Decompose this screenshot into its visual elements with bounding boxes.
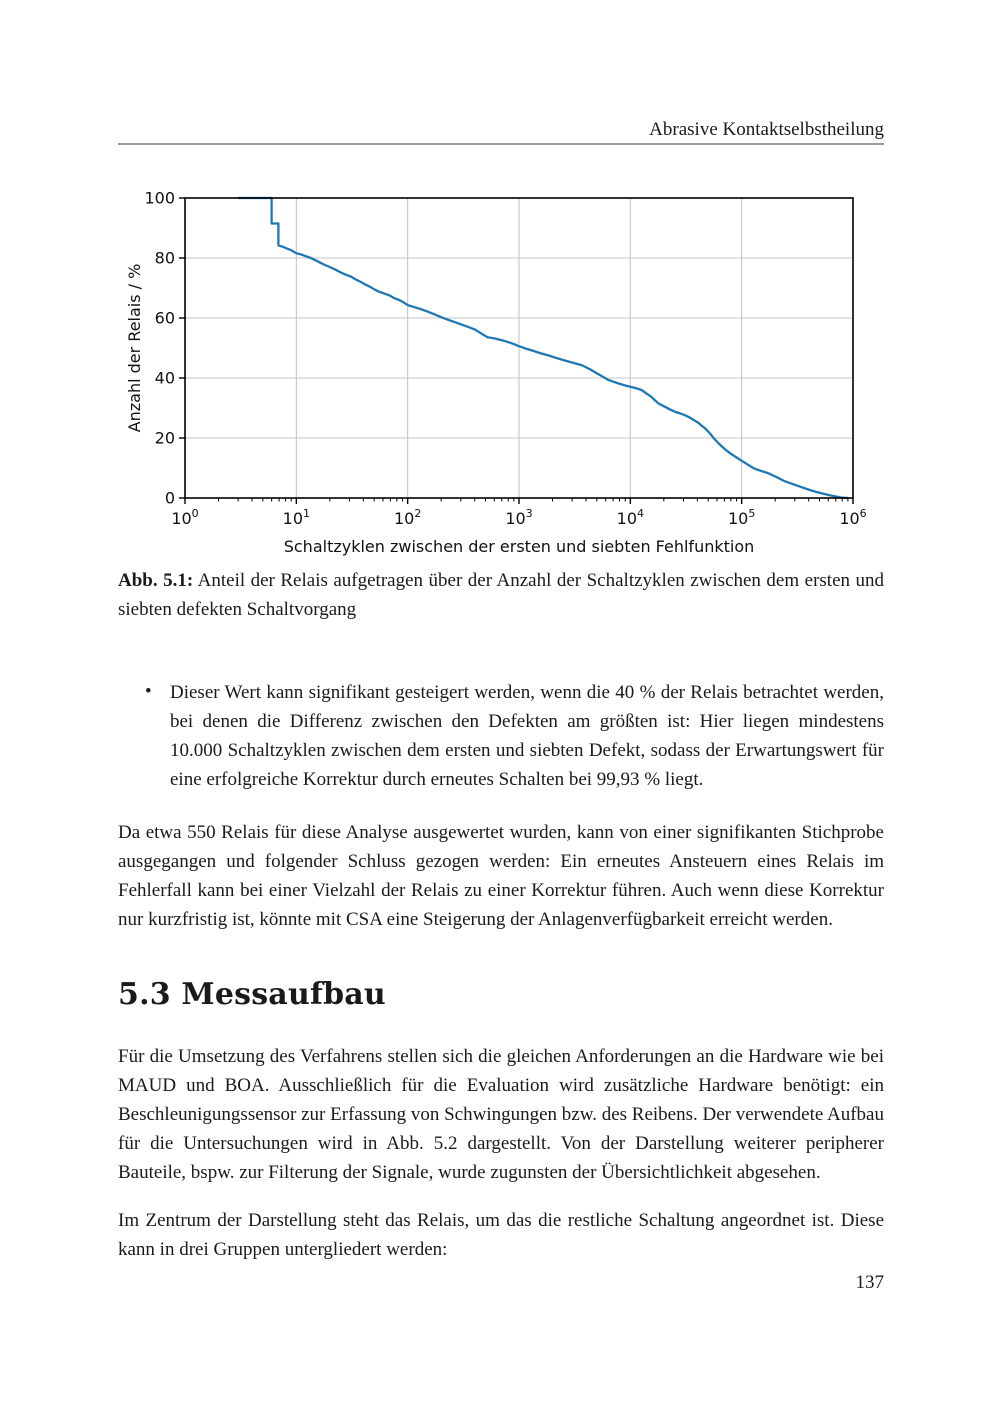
x-tick-label: 106 [839,507,866,528]
x-tick-label: 103 [505,507,532,528]
page-number: 137 [855,1272,885,1293]
data-line [238,196,848,500]
y-tick-label: 20 [155,429,175,448]
x-tick-label: 102 [394,507,421,528]
figure-caption-text: Anteil der Relais aufgetragen über der A… [118,570,885,620]
y-tick-label: 40 [155,369,175,388]
header-rule [118,143,884,145]
y-tick-label: 60 [155,309,175,328]
x-axis-label: Schaltzyklen zwischen der ersten und sie… [284,537,755,556]
x-tick-label: 100 [171,507,198,528]
paragraph: Für die Umsetzung des Verfahrens stellen… [118,1046,884,1183]
bullet-icon: • [145,681,152,702]
list-item-text: Dieser Wert kann signifikant gesteigert … [170,682,884,790]
x-tick-label: 101 [283,507,310,528]
figure-caption-label: Abb. 5.1: [118,570,194,591]
y-axis-label: Anzahl der Relais / % [125,264,144,433]
y-tick-label: 80 [155,249,175,268]
figure-chart: 100 101 102 103 104 105 106 0 20 40 60 80 100 Schaltz… [125,189,867,557]
list-item: • Dieser Wert kann signifikant gesteiger… [118,678,884,794]
x-tick-label: 105 [728,507,755,528]
paragraph: Im Zentrum der Darstellung steht das Rel… [118,1210,884,1260]
y-tick-label: 0 [165,489,175,508]
running-head: Abrasive Kontaktselbstheilung [649,119,884,140]
x-tick-label: 104 [617,507,644,528]
section-heading: 5.3 Messaufbau [118,977,386,1012]
figure-caption: Abb. 5.1: Anteil der Relais aufgetragen … [118,566,884,624]
paragraph: Da etwa 550 Relais für diese Analyse aus… [118,822,884,930]
y-tick-label: 100 [144,189,175,208]
